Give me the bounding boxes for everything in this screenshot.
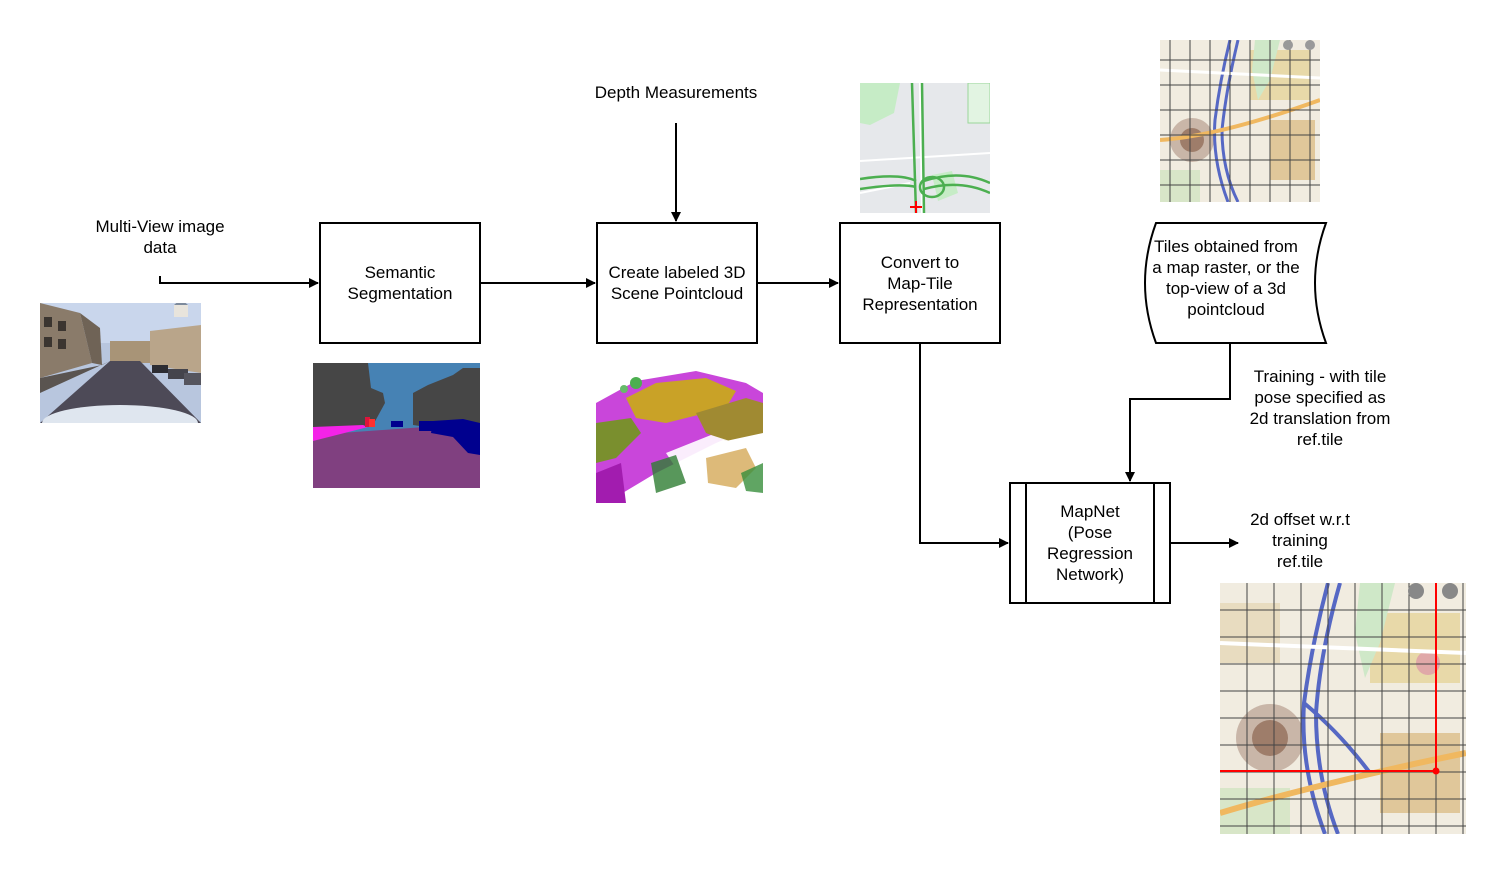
input-label: Multi-View image data <box>95 217 225 257</box>
maptile-box-label: Convert to Map-Tile Representation <box>862 252 978 314</box>
segmentation-box: Semantic Segmentation <box>319 222 481 344</box>
segmentation-box-label: Semantic Segmentation <box>347 263 453 303</box>
offset-result-map-icon <box>1220 583 1466 834</box>
arrow-input-to-segmentation <box>159 276 319 288</box>
pointcloud-box-label: Create labeled 3D Scene Pointcloud <box>608 263 746 303</box>
tiles-store-label: Tiles obtained from a map raster, or the… <box>1152 237 1300 319</box>
mapnet-right-bar <box>1153 484 1155 602</box>
pointcloud-render-icon <box>596 363 763 503</box>
maptile-box: Convert to Map-Tile Representation <box>839 222 1001 344</box>
mapnet-left-bar <box>1025 484 1027 602</box>
stored-data-outline <box>1144 222 1328 344</box>
training-label: Training - with tile pose specified as 2… <box>1249 367 1391 449</box>
street-photo-icon <box>40 303 201 423</box>
pointcloud-box: Create labeled 3D Scene Pointcloud <box>596 222 758 344</box>
output-label: 2d offset w.r.t training ref.tile <box>1250 510 1350 571</box>
mapnet-box-label: MapNet (Pose Regression Network) <box>1047 502 1133 584</box>
segmentation-map-icon <box>313 363 480 488</box>
mapnet-box: MapNet (Pose Regression Network) <box>1009 482 1171 604</box>
arrow-tiles-to-mapnet <box>1125 343 1231 482</box>
depth-label: Depth Measurements <box>594 83 758 102</box>
tiles-store-shape: Tiles obtained from a map raster, or the… <box>1136 222 1328 344</box>
reference-tiles-map-icon <box>1160 40 1320 202</box>
arrow-maptile-to-mapnet <box>919 343 1009 548</box>
map-tile-icon <box>860 83 990 213</box>
